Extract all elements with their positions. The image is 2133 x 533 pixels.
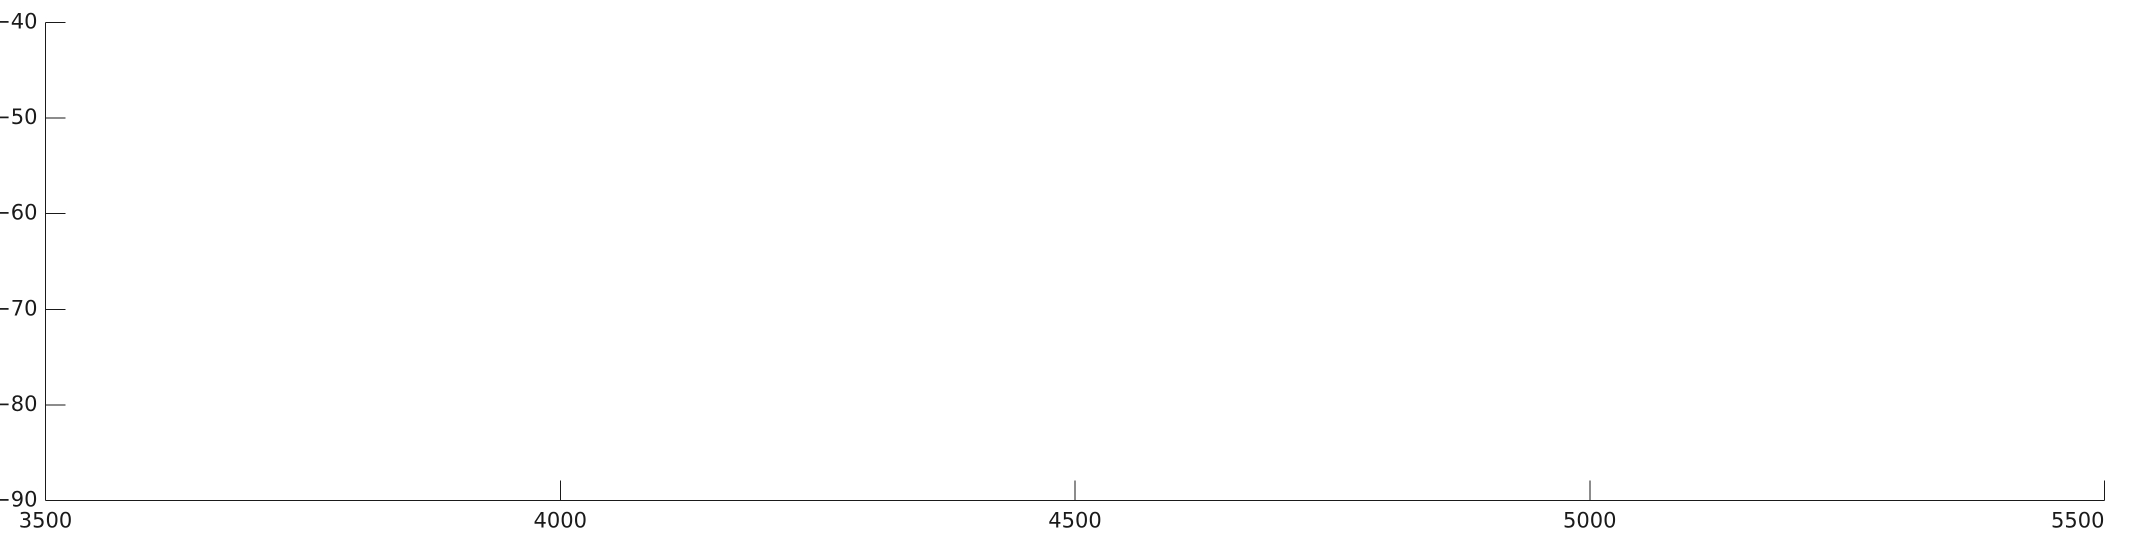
x-axis-ticks: 3500 4000 4500 5000 5500: [19, 480, 2105, 533]
x-tick-label: 4500: [1048, 509, 1101, 533]
y-tick-label: −50: [0, 105, 38, 129]
x-tick-label: 5500: [2051, 509, 2104, 533]
y-tick-label: −70: [0, 296, 38, 320]
plot-area: [45, 22, 2105, 501]
y-tick-label: −80: [0, 392, 38, 416]
x-tick-label: 5000: [1563, 509, 1616, 533]
y-tick-label: −60: [0, 201, 38, 225]
x-tick-label: 4000: [534, 509, 587, 533]
y-tick-label: −90: [0, 488, 38, 512]
y-axis-ticks: −40 −50 −60 −70 −80 −90: [0, 10, 66, 512]
x-tick-label: 3500: [19, 509, 72, 533]
y-tick-label: −40: [0, 10, 38, 34]
